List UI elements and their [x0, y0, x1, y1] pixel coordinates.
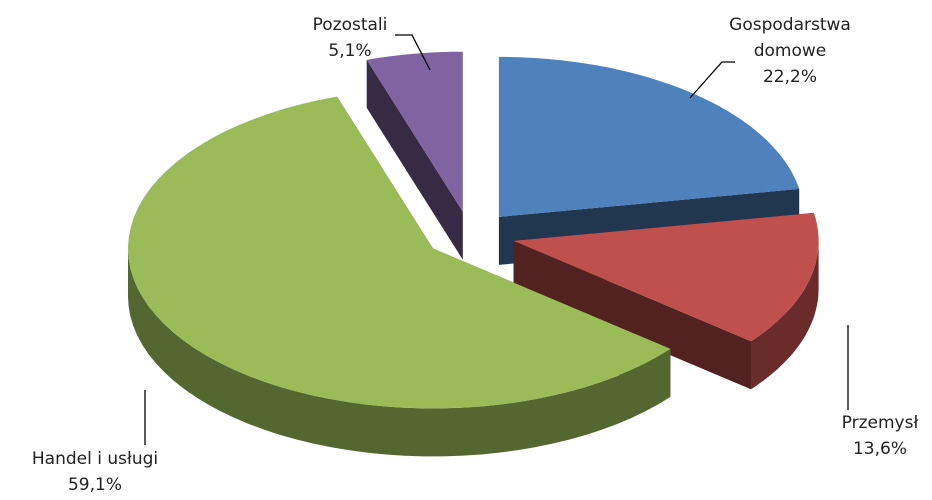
leader-line — [689, 61, 735, 99]
slice-side — [366, 59, 463, 260]
category-label: Handel i usługi — [31, 449, 159, 469]
category-label: Pozostali — [312, 15, 388, 35]
pie-slice — [498, 56, 800, 217]
slice-label: Gospodarstwa domowe 22,2% — [715, 12, 865, 90]
category-label: Gospodarstwa domowe — [729, 15, 851, 61]
value-label: 22,2% — [762, 67, 817, 87]
value-label: 59,1% — [67, 475, 122, 495]
pie-slice — [128, 96, 671, 409]
leader-line — [395, 34, 431, 71]
slice-label: Handel i usługi 59,1% — [0, 446, 190, 498]
slice-wall — [128, 248, 671, 457]
slice-label: Pozostali 5,1% — [295, 12, 405, 64]
slice-label: Przemysł 13,6% — [825, 410, 932, 462]
category-label: Przemysł — [841, 413, 919, 433]
value-label: 5,1% — [328, 41, 372, 61]
slice-side — [513, 240, 751, 390]
pie-slice — [513, 212, 819, 342]
slice-wall — [751, 240, 819, 390]
value-label: 13,6% — [852, 439, 907, 459]
pie-slice — [366, 51, 463, 212]
